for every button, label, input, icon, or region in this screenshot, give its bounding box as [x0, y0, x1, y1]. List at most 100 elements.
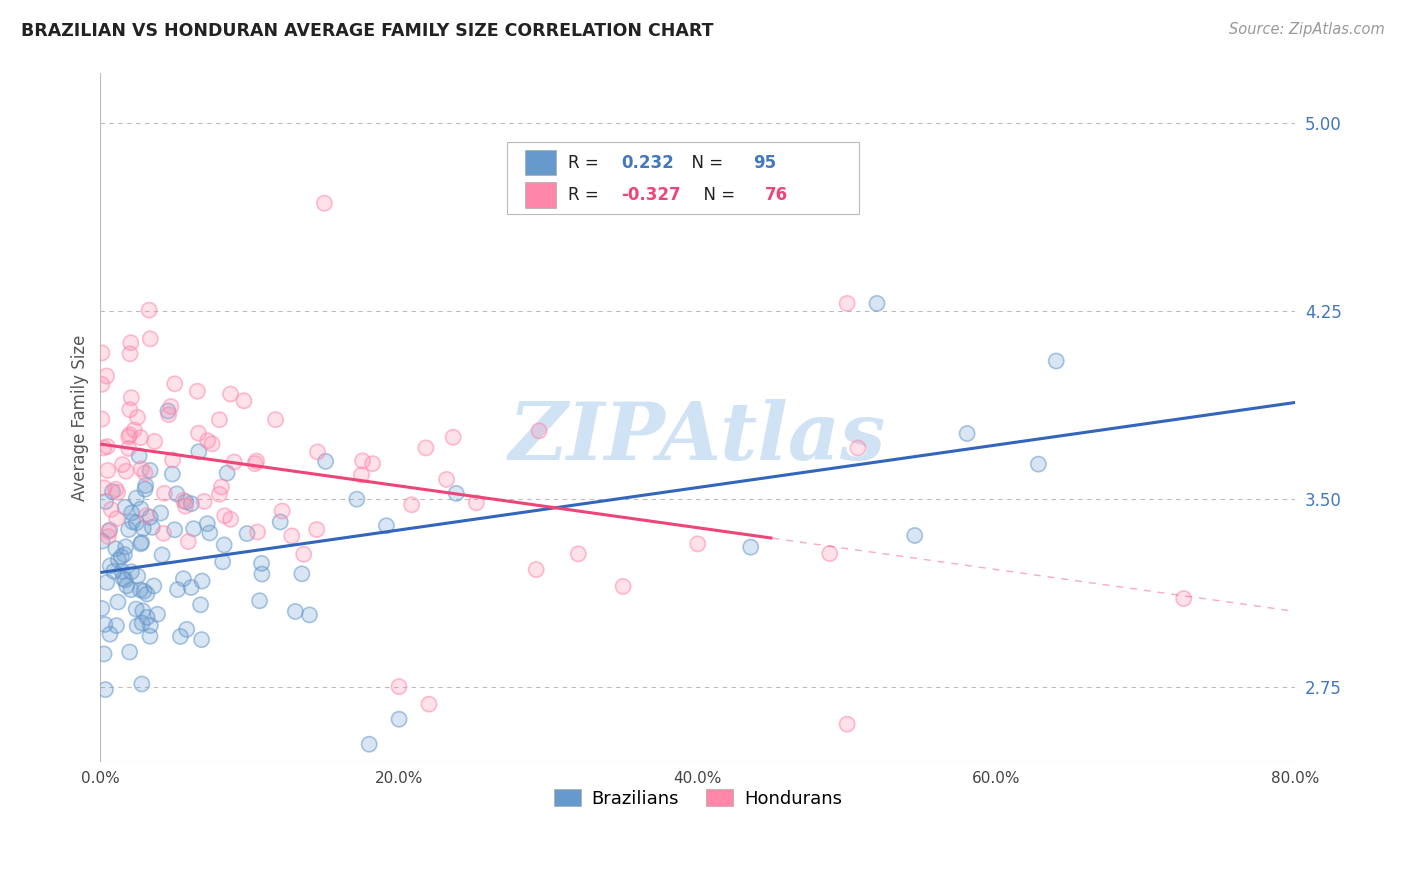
Point: [118, 645, 141, 659]
Point: [139, 332, 162, 346]
Point: [132, 584, 155, 599]
Point: [180, 581, 202, 595]
Point: [250, 557, 273, 571]
Point: [211, 480, 233, 494]
Point: [418, 697, 440, 711]
Point: [132, 521, 155, 535]
Point: [90, 346, 112, 360]
Point: [436, 473, 458, 487]
Point: [180, 497, 202, 511]
Point: [131, 462, 153, 476]
Point: [129, 431, 152, 445]
Point: [90, 412, 112, 426]
Point: [101, 484, 124, 499]
Point: [98, 558, 121, 573]
Point: [152, 526, 174, 541]
Point: [101, 484, 124, 499]
Point: [129, 582, 152, 597]
Point: [131, 677, 153, 691]
Point: [121, 506, 143, 520]
Text: -0.327: -0.327: [621, 186, 681, 204]
Point: [211, 555, 233, 569]
Point: [118, 430, 141, 444]
Point: [129, 582, 152, 597]
Point: [107, 595, 129, 609]
Point: [187, 426, 209, 441]
Point: [441, 430, 464, 444]
Point: [134, 482, 156, 496]
Point: [246, 524, 269, 539]
FancyBboxPatch shape: [524, 182, 555, 208]
Point: [866, 296, 889, 310]
Point: [139, 510, 162, 524]
Point: [157, 408, 180, 422]
Point: [143, 434, 166, 449]
Point: [156, 404, 179, 418]
Point: [166, 487, 188, 501]
Point: [612, 579, 634, 593]
Point: [269, 515, 291, 529]
Point: [415, 441, 437, 455]
Point: [135, 508, 157, 523]
Point: [236, 526, 259, 541]
Point: [94, 617, 117, 632]
Point: [567, 547, 589, 561]
Point: [146, 607, 169, 622]
Point: [388, 712, 411, 726]
Point: [346, 492, 368, 507]
Point: [139, 629, 162, 643]
Point: [208, 413, 231, 427]
Point: [149, 506, 172, 520]
Point: [190, 632, 212, 647]
Point: [904, 528, 927, 542]
Point: [121, 506, 143, 520]
Point: [359, 737, 381, 751]
Point: [219, 512, 242, 526]
Point: [96, 440, 118, 454]
Point: [837, 296, 859, 310]
Point: [141, 520, 163, 534]
Point: [139, 618, 162, 632]
Point: [107, 485, 129, 500]
Point: [115, 579, 138, 593]
Point: [98, 523, 121, 537]
FancyBboxPatch shape: [506, 142, 859, 214]
Point: [375, 518, 398, 533]
Point: [96, 440, 118, 454]
Point: [956, 426, 979, 441]
Point: [250, 557, 273, 571]
Point: [195, 516, 218, 531]
Point: [118, 645, 141, 659]
Point: [524, 563, 547, 577]
Point: [176, 623, 198, 637]
Point: [249, 594, 271, 608]
Point: [117, 523, 139, 537]
Point: [114, 500, 136, 515]
Point: [177, 534, 200, 549]
Point: [104, 482, 127, 496]
Point: [135, 478, 157, 492]
Point: [132, 521, 155, 535]
Point: [187, 426, 209, 441]
Point: [94, 617, 117, 632]
Point: [114, 573, 136, 587]
Point: [361, 457, 384, 471]
Point: [465, 496, 488, 510]
Point: [162, 467, 184, 481]
Text: Source: ZipAtlas.com: Source: ZipAtlas.com: [1229, 22, 1385, 37]
Point: [120, 391, 142, 405]
Point: [97, 529, 120, 543]
Point: [150, 548, 173, 562]
Point: [212, 538, 235, 552]
Point: [111, 458, 134, 472]
Point: [818, 547, 841, 561]
Point: [174, 495, 197, 509]
Point: [567, 547, 589, 561]
Point: [134, 466, 156, 480]
Y-axis label: Average Family Size: Average Family Size: [72, 334, 89, 500]
Point: [315, 454, 337, 468]
Point: [107, 553, 129, 567]
Point: [183, 522, 205, 536]
Point: [232, 393, 254, 408]
Point: [90, 601, 112, 615]
